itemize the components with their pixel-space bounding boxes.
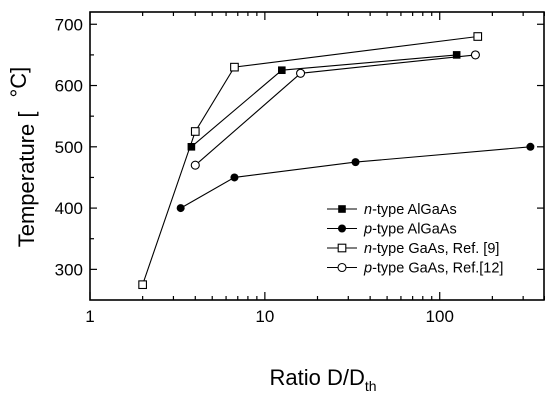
legend-item: p-type GaAs, Ref.[12] bbox=[327, 261, 503, 277]
legend-label-italic: p bbox=[363, 261, 372, 277]
data-point bbox=[296, 68, 306, 78]
series-group bbox=[138, 32, 535, 290]
data-point bbox=[230, 62, 239, 72]
x-tick-label: 1 bbox=[85, 307, 94, 326]
legend-item: n-type AlGaAs bbox=[327, 202, 457, 218]
legend-label: p-type AlGaAs bbox=[363, 222, 457, 238]
x-axis-title-sub: th bbox=[365, 378, 377, 394]
data-point bbox=[138, 280, 147, 290]
data-point bbox=[278, 66, 286, 75]
legend-label-italic: n bbox=[364, 241, 372, 257]
legend-marker bbox=[337, 243, 347, 253]
data-point bbox=[176, 204, 185, 213]
series-line bbox=[142, 35, 478, 285]
x-axis-title-main: Ratio D/D bbox=[269, 365, 364, 390]
y-tick-label: 400 bbox=[55, 199, 83, 218]
data-point bbox=[190, 127, 200, 136]
data-point bbox=[230, 173, 239, 182]
y-tick-label: 700 bbox=[55, 15, 83, 34]
legend-label-italic: n bbox=[364, 202, 372, 218]
series-line bbox=[180, 146, 531, 209]
legend-marker bbox=[338, 205, 346, 213]
series-4 bbox=[190, 50, 480, 170]
legend-label-rest: -type GaAs, Ref.[12] bbox=[372, 261, 503, 277]
legend-marker bbox=[337, 262, 347, 273]
data-point bbox=[351, 158, 360, 167]
y-axis-title-main: Temperature [ bbox=[14, 112, 39, 248]
legend-label-rest: -type AlGaAs bbox=[372, 222, 457, 238]
legend-item: n-type GaAs, Ref. [9] bbox=[327, 241, 499, 257]
data-point bbox=[473, 32, 483, 41]
y-tick-label: 300 bbox=[55, 260, 83, 279]
legend-label: p-type GaAs, Ref.[12] bbox=[363, 261, 503, 277]
legend-marker bbox=[338, 224, 346, 233]
series-1 bbox=[187, 51, 461, 151]
y-axis-title-unit: °C] bbox=[6, 67, 31, 98]
legend-item: p-type AlGaAs bbox=[327, 222, 457, 238]
legend-label-rest: -type AlGaAs bbox=[372, 202, 457, 218]
x-axis-title: Ratio D/Dth bbox=[269, 365, 376, 394]
series-2 bbox=[176, 142, 535, 213]
axis-ticks: 300 400 500 600 700 1 10 100 bbox=[55, 12, 545, 326]
legend-label: n-type AlGaAs bbox=[364, 202, 457, 218]
legend-label: n-type GaAs, Ref. [9] bbox=[364, 241, 499, 257]
y-axis-title: Temperature [ °C] bbox=[6, 67, 39, 248]
series-3 bbox=[138, 32, 483, 290]
data-point bbox=[470, 50, 480, 60]
x-tick-label: 100 bbox=[426, 307, 454, 326]
legend-label-italic: p bbox=[363, 222, 372, 238]
data-point bbox=[187, 143, 196, 151]
y-tick-label: 500 bbox=[55, 138, 83, 157]
data-point bbox=[452, 51, 461, 59]
x-tick-label: 10 bbox=[255, 307, 274, 326]
data-point bbox=[190, 160, 200, 170]
y-tick-label: 600 bbox=[55, 77, 83, 96]
data-point bbox=[526, 142, 535, 151]
legend-label-rest: -type GaAs, Ref. [9] bbox=[372, 241, 499, 257]
